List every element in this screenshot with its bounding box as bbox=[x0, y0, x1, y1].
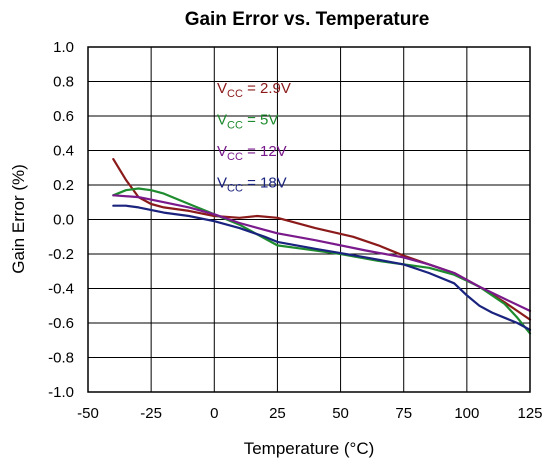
x-tick-labels: -50 -25 0 25 50 75 100 125 bbox=[77, 405, 542, 422]
x-tick-label: -25 bbox=[140, 405, 162, 422]
series-line-1 bbox=[112, 187, 532, 335]
series-line-2 bbox=[112, 194, 532, 312]
x-tick-label: -50 bbox=[77, 405, 99, 422]
x-tick-label: 0 bbox=[210, 405, 218, 422]
y-tick-label: 0.6 bbox=[53, 108, 74, 125]
chart-title: Gain Error vs. Temperature bbox=[185, 9, 430, 30]
x-tick-label: 100 bbox=[454, 405, 479, 422]
x-tick-label: 25 bbox=[269, 405, 286, 422]
y-tick-label: 1.0 bbox=[53, 39, 74, 56]
legend-entry-1: VCC = 5V bbox=[217, 112, 278, 132]
y-tick-label: 0.0 bbox=[53, 212, 74, 229]
series-line-3 bbox=[112, 204, 532, 331]
legend-entry-0: VCC = 2.9V bbox=[217, 80, 291, 100]
y-tick-labels: 1.0 0.8 0.6 0.4 0.2 0.0 -0.2 -0.4 -0.6 -0.8 -1.0 bbox=[48, 39, 74, 401]
y-tick-label: -0.2 bbox=[48, 246, 74, 263]
series-lines bbox=[112, 158, 532, 335]
legend-entry-2: VCC = 12V bbox=[217, 143, 287, 163]
legend-entry-3: VCC = 18V bbox=[217, 175, 287, 195]
y-tick-label: 0.4 bbox=[53, 143, 74, 160]
x-tick-label: 125 bbox=[517, 405, 542, 422]
y-tick-label: 0.8 bbox=[53, 74, 74, 91]
x-tick-label: 75 bbox=[395, 405, 412, 422]
y-tick-label: -0.4 bbox=[48, 281, 74, 298]
legend: VCC = 2.9V VCC = 5V VCC = 12V VCC = 18V bbox=[217, 80, 291, 195]
plot-frame bbox=[87, 46, 531, 393]
y-tick-label: 0.2 bbox=[53, 177, 74, 194]
y-tick-label: -0.8 bbox=[48, 350, 74, 367]
y-tick-label: -0.6 bbox=[48, 315, 74, 332]
x-tick-label: 50 bbox=[332, 405, 349, 422]
y-axis-label: Gain Error (%) bbox=[9, 164, 28, 274]
grid bbox=[87, 46, 531, 393]
x-axis-label: Temperature (°C) bbox=[244, 439, 375, 458]
y-tick-label: -1.0 bbox=[48, 384, 74, 401]
